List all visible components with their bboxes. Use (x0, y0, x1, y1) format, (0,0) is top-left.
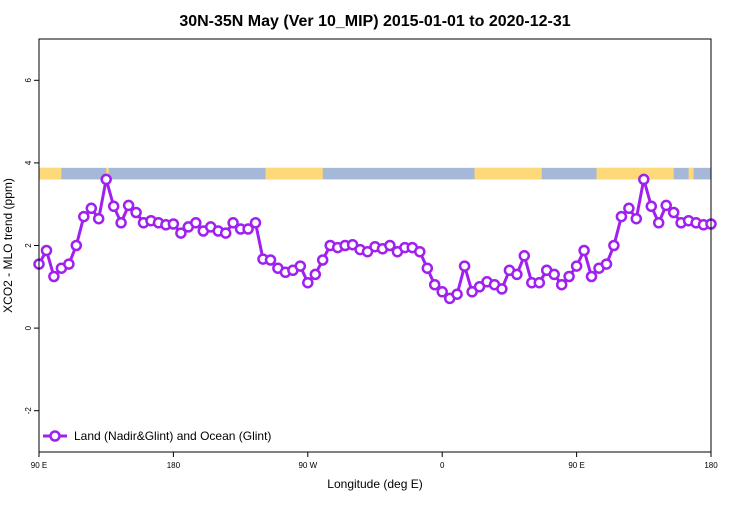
legend: Land (Nadir&Glint) and Ocean (Glint) (43, 429, 271, 443)
data-point (115, 217, 127, 229)
data-point (533, 276, 546, 289)
data-point (630, 212, 643, 225)
data-point (511, 268, 523, 281)
data-point (555, 278, 568, 291)
data-point (466, 286, 478, 298)
land-segment-2 (265, 167, 323, 180)
data-point (227, 217, 239, 229)
data-point (85, 202, 98, 215)
data-point (219, 227, 232, 239)
land-segment-4 (596, 167, 674, 180)
y-axis-label: XCO2 - MLO trend (ppm) (1, 178, 15, 313)
data-point (615, 210, 628, 223)
land-segment-3 (474, 167, 542, 180)
legend-marker (49, 430, 61, 442)
x-tick-label: 90 W (298, 461, 317, 470)
data-point (384, 239, 396, 252)
data-point (249, 217, 262, 229)
data-point (107, 200, 120, 213)
data-point (40, 244, 53, 257)
y-tick-label: -2 (24, 407, 33, 415)
data-point (623, 202, 635, 215)
data-point (660, 199, 672, 212)
data-point (294, 260, 307, 272)
chart-title: 30N-35N May (Ver 10_MIP) 2015-01-01 to 2… (179, 13, 570, 30)
data-point (600, 258, 613, 270)
data-point (167, 218, 180, 230)
y-tick-label: 4 (24, 160, 33, 165)
data-point (585, 270, 598, 283)
x-axis-label: Longitude (deg E) (327, 477, 422, 491)
series-layer (33, 173, 717, 305)
land-segment-5 (688, 167, 694, 180)
data-point (302, 276, 314, 289)
data-point (100, 173, 112, 186)
data-point (638, 173, 650, 186)
data-point (518, 250, 531, 262)
data-point (496, 283, 508, 295)
data-point (578, 244, 590, 257)
data-point (242, 223, 254, 235)
data-point (458, 260, 471, 272)
data-point (473, 281, 486, 293)
land-segment-0 (39, 167, 62, 180)
data-point (652, 217, 665, 229)
legend-label: Land (Nadir&Glint) and Ocean (Glint) (74, 429, 271, 443)
data-point (436, 286, 448, 298)
data-point (130, 206, 142, 219)
data-point (428, 278, 441, 291)
data-point (645, 200, 658, 213)
data-point (264, 254, 277, 266)
x-tick-label: 90 E (31, 461, 47, 470)
series-line-0 (37, 177, 712, 300)
y-tick-label: 0 (24, 325, 33, 330)
data-point (667, 206, 680, 219)
data-point (190, 217, 202, 229)
data-point (48, 270, 60, 283)
ocean-strip (39, 167, 711, 180)
land-segment-1 (106, 167, 109, 180)
data-point (92, 212, 105, 225)
x-tick-label: 90 E (568, 461, 584, 470)
data-point (563, 270, 575, 283)
x-axis: 90 E 180 90 W 0 90 E 180 (31, 452, 718, 470)
data-point (608, 239, 620, 252)
data-point (414, 245, 426, 258)
data-point (548, 268, 560, 281)
data-point (451, 288, 463, 300)
data-point (570, 260, 583, 272)
data-point (70, 239, 83, 252)
data-point (175, 227, 187, 239)
y-axis: -2 0 2 4 6 (24, 78, 39, 415)
data-point (122, 199, 135, 212)
x-tick-label: 0 (440, 461, 445, 470)
data-point (78, 210, 90, 223)
data-point (316, 254, 329, 266)
y-tick-label: 2 (24, 243, 33, 248)
y-tick-label: 6 (24, 78, 33, 83)
land-ocean-strip (39, 167, 711, 180)
data-point (421, 262, 434, 274)
x-tick-label: 180 (167, 461, 181, 470)
x-tick-label: 180 (704, 461, 718, 470)
data-point (309, 268, 322, 281)
data-point (361, 245, 374, 258)
data-point (63, 258, 75, 270)
